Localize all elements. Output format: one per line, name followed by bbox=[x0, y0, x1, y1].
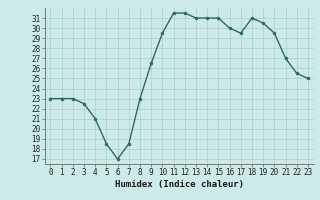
X-axis label: Humidex (Indice chaleur): Humidex (Indice chaleur) bbox=[115, 180, 244, 189]
